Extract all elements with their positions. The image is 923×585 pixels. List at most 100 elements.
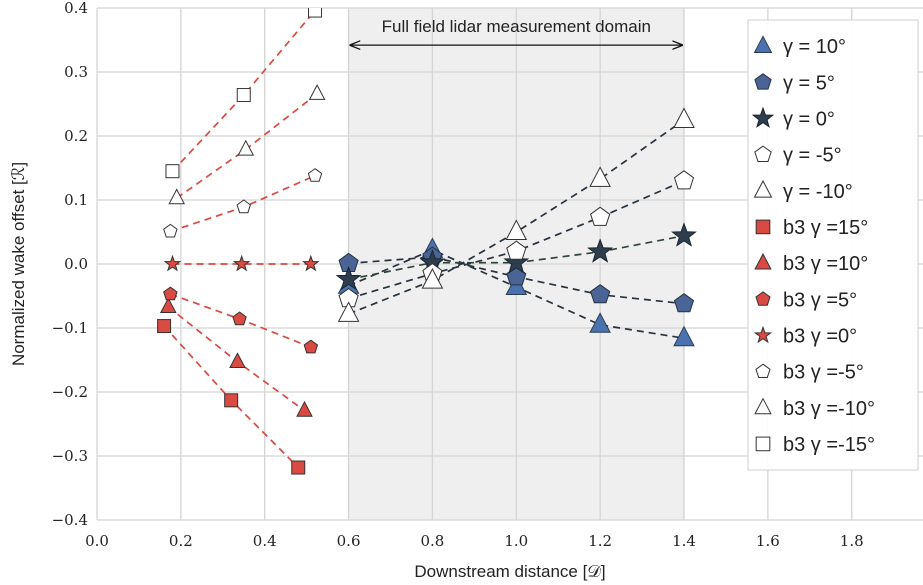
x-tick-label: 1.8 — [840, 532, 864, 550]
data-point — [291, 460, 306, 475]
y-axis-label: Normalized wake offset [ℛ] — [9, 162, 28, 366]
data-point — [157, 319, 172, 334]
plot-area — [157, 8, 697, 475]
legend-entry: b3 γ =-10° — [754, 397, 875, 420]
legend-marker — [754, 145, 772, 162]
data-point — [237, 139, 255, 156]
data-point — [163, 254, 182, 272]
y-tick-label: −0.3 — [52, 447, 88, 465]
data-point — [307, 168, 323, 182]
legend-label: γ = 0° — [783, 108, 835, 130]
series-line — [348, 119, 685, 315]
data-point — [505, 219, 528, 240]
x-axis-label: Downstream distance [𝒟] — [414, 562, 605, 581]
legend-entry: b3 γ =-15° — [755, 434, 875, 456]
x-tick-label: 0.2 — [169, 532, 193, 550]
x-tick-label: 1.2 — [588, 532, 612, 550]
annotation: Full field lidar measurement domain — [351, 17, 682, 45]
data-point — [590, 206, 611, 226]
data-point — [587, 238, 614, 263]
legend-label: γ = -5° — [783, 145, 842, 167]
data-point — [296, 400, 313, 417]
data-point — [335, 265, 362, 291]
data-point — [165, 164, 180, 179]
x-tick-label: 0.0 — [85, 532, 109, 550]
y-tick-label: 0.3 — [64, 63, 88, 81]
data-point — [236, 88, 251, 103]
measurement-domain-label: Full field lidar measurement domain — [382, 17, 651, 36]
legend-marker — [753, 35, 773, 53]
x-tick-label: 1.4 — [672, 532, 696, 550]
legend-box — [747, 19, 919, 471]
data-point — [229, 352, 246, 368]
data-point — [224, 393, 239, 408]
y-tick-label: −0.1 — [52, 319, 88, 337]
data-point — [308, 84, 326, 100]
data-point — [303, 339, 319, 354]
legend-entry: γ = -10° — [753, 179, 853, 203]
data-point — [590, 284, 611, 304]
y-tick-label: 0.1 — [64, 191, 88, 209]
data-point — [671, 222, 697, 247]
legend-label: b3 γ =-15° — [783, 434, 875, 456]
legend-marker — [753, 325, 773, 344]
legend-marker — [755, 436, 771, 452]
tick-labels: 0.0 0.2 0.4 0.6 0.8 1.0 1.2 1.4 1.6 1.8 0.4 0.3 0.2 0… — [52, 0, 864, 550]
data-point — [673, 325, 695, 347]
data-point — [302, 254, 320, 272]
data-point — [232, 254, 251, 272]
data-point — [589, 166, 611, 187]
legend-label: γ = 10° — [783, 36, 846, 58]
data-point — [163, 286, 178, 301]
x-tick-label: 0.8 — [421, 532, 445, 550]
legend-marker — [753, 179, 773, 198]
legend-entry: γ = 5° — [754, 72, 835, 94]
data-point — [308, 8, 323, 18]
legend-marker — [755, 219, 771, 235]
legend-marker — [755, 363, 771, 378]
legend-label: b3 γ =15° — [783, 217, 868, 239]
data-point — [168, 188, 186, 205]
data-point — [232, 311, 247, 326]
legend-label: b3 γ =5° — [783, 289, 857, 311]
legend-label: γ = -10° — [783, 181, 853, 203]
y-tick-label: −0.4 — [52, 511, 88, 529]
legend-entry: b3 γ =10° — [754, 252, 868, 275]
y-tick-label: −0.2 — [52, 383, 88, 401]
legend-marker — [754, 397, 772, 415]
y-tick-label: 0.0 — [64, 255, 88, 273]
y-tick-label: 0.2 — [64, 127, 88, 145]
legend-marker — [754, 252, 772, 270]
legend-label: γ = 5° — [783, 72, 835, 94]
data-point — [673, 293, 695, 313]
data-point — [506, 240, 527, 260]
data-point — [236, 199, 251, 214]
legend-label: b3 γ =10° — [783, 253, 868, 275]
data-point — [159, 297, 177, 313]
legend-entry: γ = -5° — [754, 145, 842, 167]
legend-entry: b3 γ =0° — [753, 325, 857, 347]
legend: γ = 10° γ = 5° γ = 0° γ = -5° γ = -10° b3 γ =… — [747, 19, 919, 471]
legend-label: b3 γ =-5° — [783, 362, 864, 384]
legend-marker — [755, 291, 771, 306]
data-point — [503, 249, 530, 274]
legend-label: b3 γ =-10° — [783, 398, 875, 420]
legend-marker — [751, 106, 775, 128]
data-point — [673, 107, 695, 128]
data-points — [157, 8, 697, 475]
legend-marker — [754, 73, 772, 90]
x-tick-label: 0.6 — [337, 532, 361, 550]
legend-label: b3 γ =0° — [783, 325, 857, 347]
data-point — [421, 268, 444, 289]
y-tick-label: 0.4 — [64, 0, 88, 17]
data-point — [673, 170, 695, 190]
x-tick-label: 0.4 — [253, 532, 277, 550]
legend-entry: b3 γ =15° — [755, 217, 868, 239]
data-point — [163, 223, 178, 238]
legend-entry: γ = 0° — [751, 106, 835, 130]
legend-entry: γ = 10° — [753, 35, 846, 58]
x-tick-label: 1.0 — [504, 532, 528, 550]
data-point — [589, 312, 611, 333]
legend-entry: b3 γ =-5° — [755, 362, 864, 384]
